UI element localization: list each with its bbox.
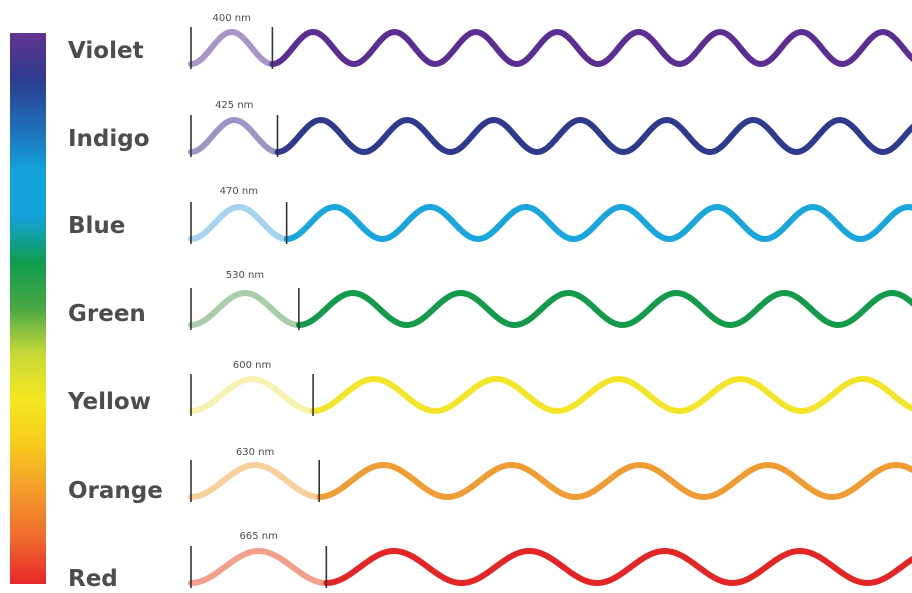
wavelength-label: 470 nm: [220, 186, 258, 197]
wavelength-label: 425 nm: [215, 100, 253, 111]
color-name-label: Green: [68, 301, 146, 327]
wave-row-orange: Orange 630 nm: [68, 447, 912, 504]
wavelength-period-highlight: [188, 547, 330, 586]
color-name-label: Indigo: [68, 126, 150, 152]
wave-row-red: Red 665 nm: [68, 531, 912, 592]
wavelength-period-highlight: [188, 289, 302, 328]
wavelength-label: 665 nm: [239, 531, 277, 542]
wavelength-period-highlight: [188, 462, 323, 500]
wave-rows: Violet 400 nm Indigo 425 nm Blue 470 nm Green 5…: [67, 13, 912, 592]
wave-line: [283, 203, 912, 243]
wavelength-period-highlight: [188, 29, 276, 67]
color-name-label: Red: [68, 566, 118, 592]
color-name-label: Orange: [68, 478, 163, 504]
spectrum-gradient-bar: [10, 33, 46, 584]
wave-row-indigo: Indigo 425 nm: [68, 100, 912, 157]
wavelength-label: 630 nm: [236, 447, 274, 458]
wave-row-violet: Violet 400 nm: [68, 13, 912, 69]
wavelength-label: 600 nm: [233, 360, 271, 371]
color-name-label: Violet: [68, 38, 144, 64]
wave-row-blue: Blue 470 nm: [68, 186, 912, 244]
wave-line: [269, 28, 912, 68]
wave-line: [316, 461, 912, 501]
wave-line: [274, 116, 912, 156]
wave-line: [310, 375, 912, 415]
color-name-label: Yellow: [67, 389, 151, 415]
wavelength-period-highlight: [188, 375, 317, 414]
wave-line: [295, 289, 912, 329]
wavelength-label: 530 nm: [226, 270, 264, 281]
wavelength-label: 400 nm: [213, 13, 251, 24]
wave-row-green: Green 530 nm: [68, 270, 912, 330]
wave-row-yellow: Yellow 600 nm: [67, 360, 912, 416]
wavelength-period-highlight: [188, 116, 281, 155]
wave-line: [323, 547, 912, 587]
wavelength-period-highlight: [188, 203, 290, 242]
color-name-label: Blue: [68, 213, 125, 239]
